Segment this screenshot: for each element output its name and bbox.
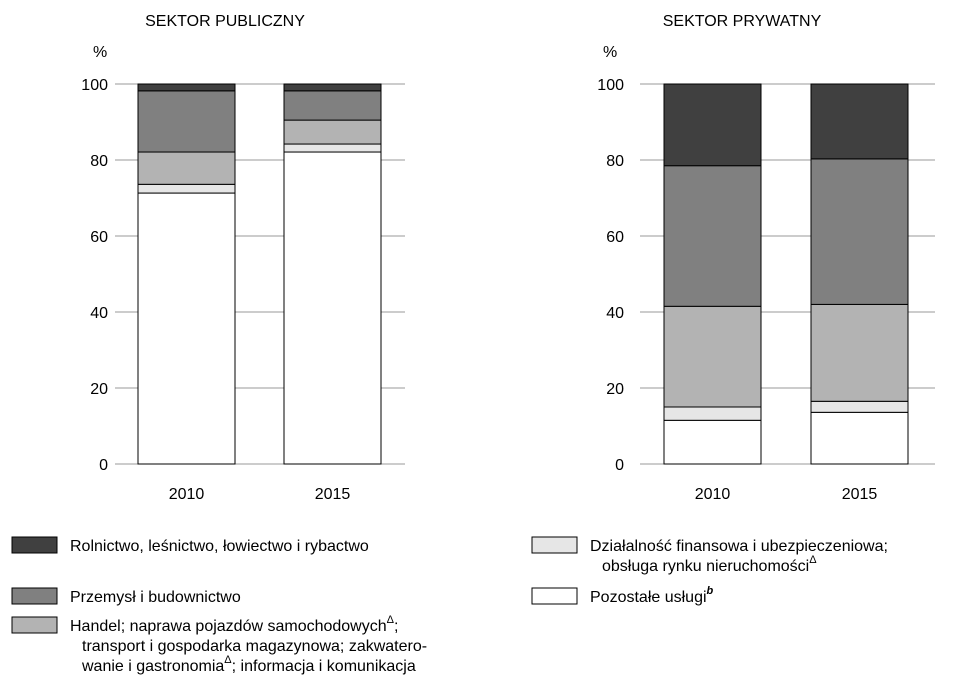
x-tick-label: 2010: [695, 486, 731, 503]
y-tick-label: 60: [90, 229, 108, 246]
legend-superscript: Δ: [387, 614, 395, 626]
y-tick-label: 20: [606, 381, 624, 398]
y-tick-label: 40: [606, 305, 624, 322]
bar-segment: [663, 83, 762, 167]
legend-text: transport i gospodarka magazynowa; zakwa…: [82, 638, 427, 655]
legend-text: Handel; naprawa pojazdów samochodowych: [70, 618, 387, 635]
legend-text: Pozostałe usługi: [590, 589, 707, 606]
y-tick-label: 20: [90, 381, 108, 398]
legend-label: wanie i gastronomiaΔ; informacja i komun…: [81, 654, 416, 675]
bar-segment: [283, 119, 382, 145]
bar-segment: [283, 151, 382, 465]
legend-label: Działalność finansowa i ubezpieczeniowa;: [590, 538, 888, 555]
y-tick-label: 0: [615, 457, 624, 474]
legend-label: transport i gospodarka magazynowa; zakwa…: [82, 638, 427, 655]
y-tick-label: 80: [90, 153, 108, 170]
legend-text: ; informacja i komunikacja: [232, 658, 416, 675]
bar-segment: [137, 83, 236, 92]
y-tick-label: 100: [597, 77, 624, 94]
x-tick-label: 2015: [842, 486, 878, 503]
y-tick-label: 100: [81, 77, 108, 94]
y-tick-label: 0: [99, 457, 108, 474]
legend-superscript: b: [707, 585, 714, 597]
legend-label: obsługa rynku nieruchomościΔ: [602, 554, 817, 575]
legend-swatch: [531, 587, 578, 605]
y-tick-label: 80: [606, 153, 624, 170]
bar-segment: [810, 400, 909, 413]
bar-segment: [810, 303, 909, 402]
x-tick-label: 2015: [315, 486, 351, 503]
y-tick-label: 60: [606, 229, 624, 246]
y-tick-label: 40: [90, 305, 108, 322]
legend-text: Działalność finansowa i ubezpieczeniowa;: [590, 538, 888, 555]
legend-text: Rolnictwo, leśnictwo, łowiectwo i rybact…: [70, 538, 369, 555]
legend-swatch: [11, 616, 58, 634]
bar-segment: [283, 90, 382, 121]
legend-label: Pozostałe usługib: [590, 585, 714, 606]
legend-superscript: Δ: [809, 554, 817, 566]
bar-segment: [810, 411, 909, 465]
chart-title: SEKTOR PUBLICZNY: [145, 13, 305, 30]
legend-superscript: Δ: [224, 654, 232, 666]
legend-swatch: [11, 536, 58, 554]
bar-segment: [137, 151, 236, 185]
bar-segment: [283, 83, 382, 92]
legend-swatch: [531, 536, 578, 554]
legend-swatch: [11, 587, 58, 605]
y-axis-label: %: [93, 44, 107, 61]
legend-label: Rolnictwo, leśnictwo, łowiectwo i rybact…: [70, 538, 369, 555]
bar-segment: [663, 406, 762, 421]
legend-text: ;: [394, 618, 398, 635]
bar-segment: [810, 83, 909, 160]
legend-text: Przemysł i budownictwo: [70, 589, 241, 606]
bar-segment: [663, 419, 762, 465]
chart-title: SEKTOR PRYWATNY: [663, 13, 822, 30]
bar-segment: [137, 192, 236, 465]
bar-segment: [137, 90, 236, 153]
legend-text: wanie i gastronomia: [81, 658, 224, 675]
bar-segment: [810, 158, 909, 305]
legend-label: Przemysł i budownictwo: [70, 589, 241, 606]
x-tick-label: 2010: [169, 486, 205, 503]
bar-segment: [137, 183, 236, 194]
bar-segment: [663, 165, 762, 307]
y-axis-label: %: [603, 44, 617, 61]
bar-segment: [663, 305, 762, 408]
legend-text: obsługa rynku nieruchomości: [602, 558, 809, 575]
bar-segment: [283, 143, 382, 153]
legend-label: Handel; naprawa pojazdów samochodowychΔ;: [70, 614, 398, 635]
